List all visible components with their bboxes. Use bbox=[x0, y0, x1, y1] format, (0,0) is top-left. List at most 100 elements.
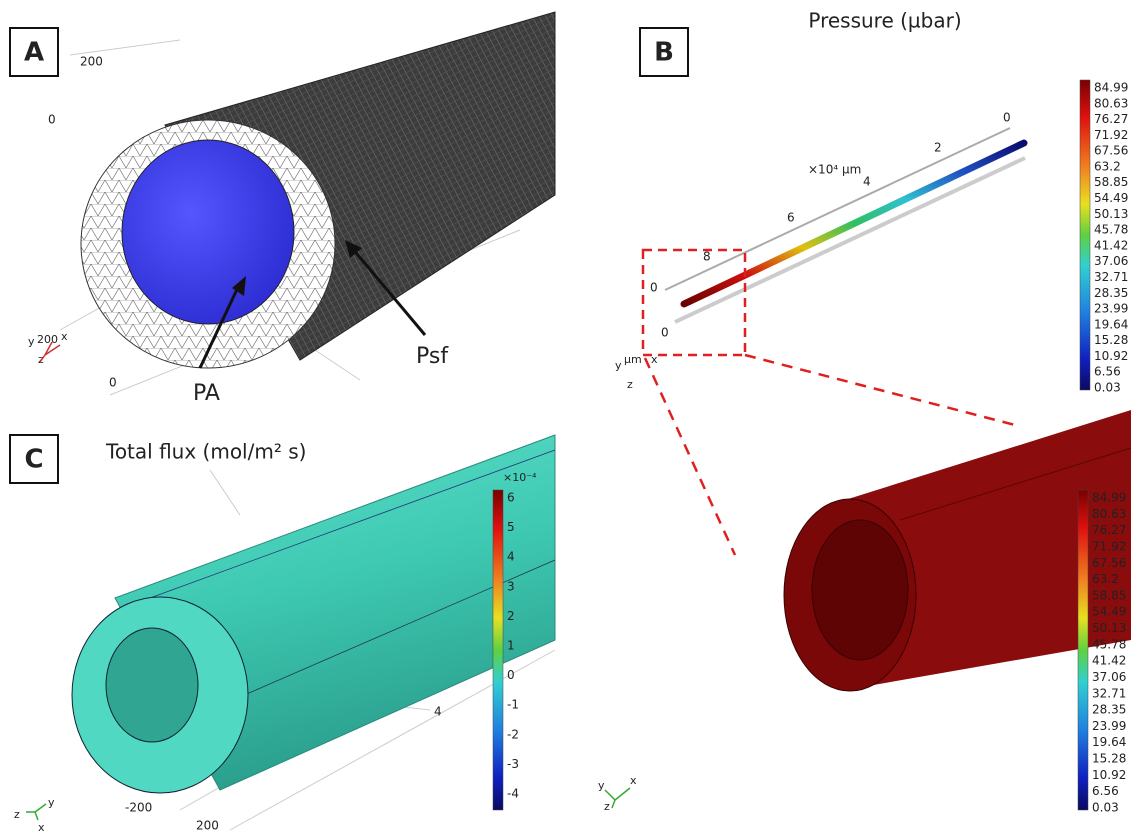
colorbar-label: -2 bbox=[507, 727, 519, 741]
zoom-line bbox=[645, 358, 735, 555]
colorbar-label: 4 bbox=[507, 550, 515, 564]
panel-a: A 200 0 0 PA Psf y 200 x z bbox=[10, 12, 555, 406]
panel-label: B bbox=[654, 38, 674, 68]
annotation: PA bbox=[193, 381, 220, 406]
colorbar-label: 54.49 bbox=[1092, 605, 1126, 619]
axis-label: 0 bbox=[48, 113, 56, 127]
colorbar-label: 23.99 bbox=[1092, 719, 1126, 733]
colorbar-label: -3 bbox=[507, 757, 519, 771]
panel-label: C bbox=[24, 445, 43, 475]
colorbar-label: 15.28 bbox=[1092, 752, 1126, 766]
grid-line bbox=[70, 40, 180, 55]
colorbar-label: 58.85 bbox=[1092, 588, 1126, 602]
colorbar bbox=[1078, 490, 1088, 810]
colorbar-label: 6.56 bbox=[1092, 784, 1119, 798]
triad-label: x bbox=[630, 774, 637, 787]
triad-label: z bbox=[14, 808, 20, 821]
colorbar-label: 63.2 bbox=[1094, 159, 1121, 173]
colorbar-label: 37.06 bbox=[1092, 670, 1126, 684]
colorbar-label: 10.92 bbox=[1092, 768, 1126, 782]
colorbar-label: 63.2 bbox=[1092, 572, 1119, 586]
axis-label: 4 bbox=[863, 175, 871, 189]
colorbar-label: 2 bbox=[507, 609, 515, 623]
colorbar-label: 15.28 bbox=[1094, 333, 1128, 347]
axis-line bbox=[675, 158, 1025, 322]
colorbar-label: 3 bbox=[507, 579, 515, 593]
colorbar-label: 37.06 bbox=[1094, 254, 1128, 268]
colorbar-label: 1 bbox=[507, 639, 515, 653]
colorbar-label: -4 bbox=[507, 787, 519, 801]
panel-label: A bbox=[24, 38, 44, 68]
triad-label: z bbox=[627, 378, 633, 391]
axis-label: 6 bbox=[787, 211, 795, 225]
zoom-line bbox=[745, 355, 1015, 425]
annotation: Psf bbox=[416, 344, 449, 369]
axis-label: 8 bbox=[703, 250, 711, 264]
colorbar-label: 28.35 bbox=[1094, 286, 1128, 300]
axis-label: 0 bbox=[1003, 111, 1011, 125]
colorbar-label: 45.78 bbox=[1094, 223, 1128, 237]
colorbar-label: 41.42 bbox=[1092, 654, 1126, 668]
axis-label: -200 bbox=[125, 801, 152, 815]
triad-label: y bbox=[48, 796, 55, 809]
fiber-bore bbox=[106, 628, 198, 742]
colorbar-label: 58.85 bbox=[1094, 175, 1128, 189]
triad-label: y bbox=[28, 335, 35, 348]
colorbar-label: 6.56 bbox=[1094, 365, 1121, 379]
colorbar-label: 23.99 bbox=[1094, 302, 1128, 316]
colorbar-label: 6 bbox=[507, 491, 515, 505]
panel-b: B Pressure (µbar) 0 2 4 6 8 0 0 ×10⁴ μm … bbox=[598, 9, 1131, 815]
panel-title: Total flux (mol/m² s) bbox=[105, 440, 306, 464]
axis-label: 4 bbox=[434, 705, 442, 719]
colorbar-label: 71.92 bbox=[1094, 128, 1128, 142]
colorbar-label: 71.92 bbox=[1092, 539, 1126, 553]
axis-label: 200 bbox=[196, 819, 219, 833]
triad-label: z bbox=[604, 800, 610, 813]
colorbar bbox=[493, 490, 503, 810]
triad-label: 200 bbox=[37, 333, 58, 346]
axis-label: 0 bbox=[109, 376, 117, 390]
colorbar-label: 5 bbox=[507, 520, 515, 534]
colorbar-label: 19.64 bbox=[1092, 735, 1126, 749]
colorbar-label: 28.35 bbox=[1092, 703, 1126, 717]
triad-label: y bbox=[598, 779, 605, 792]
grid-line bbox=[210, 470, 240, 515]
axis-label: 0 bbox=[661, 326, 669, 340]
panel-title: Pressure (µbar) bbox=[808, 9, 961, 33]
colorbar-label: 80.63 bbox=[1092, 507, 1126, 521]
colorbar-label: 67.56 bbox=[1094, 144, 1128, 158]
axis-line bbox=[665, 128, 1010, 290]
colorbar-label: 50.13 bbox=[1094, 207, 1128, 221]
colorbar-label: 76.27 bbox=[1092, 523, 1126, 537]
page: A 200 0 0 PA Psf y 200 x z B Pressure (µ… bbox=[0, 0, 1131, 834]
colorbar-label: 19.64 bbox=[1094, 317, 1128, 331]
colorbar-label: 80.63 bbox=[1094, 96, 1128, 110]
triad-label: x bbox=[38, 821, 45, 834]
colorbar-labels: 84.9980.6376.2771.9267.5663.258.8554.495… bbox=[1092, 491, 1126, 815]
colorbar-label: 84.99 bbox=[1094, 81, 1128, 95]
colorbar-label: 84.99 bbox=[1092, 491, 1126, 505]
colorbar-label: 45.78 bbox=[1092, 637, 1126, 651]
colorbar-label: 54.49 bbox=[1094, 191, 1128, 205]
triad-label: x bbox=[651, 353, 658, 366]
colorbar-label: 32.71 bbox=[1094, 270, 1128, 284]
colorbar-label: 0 bbox=[507, 668, 515, 682]
colorbar-label: 76.27 bbox=[1094, 112, 1128, 126]
inset-bore bbox=[812, 520, 908, 660]
axis-label: 2 bbox=[934, 141, 942, 155]
figure: A 200 0 0 PA Psf y 200 x z B Pressure (µ… bbox=[0, 0, 1131, 834]
triad-label: x bbox=[61, 330, 68, 343]
pa-layer bbox=[122, 140, 294, 324]
colorbar-label: 67.56 bbox=[1092, 556, 1126, 570]
colorbar-unit: ×10⁻⁴ bbox=[503, 471, 537, 484]
triad-label: μm bbox=[624, 353, 642, 366]
colorbar-label: 32.71 bbox=[1092, 686, 1126, 700]
axis-label: 0 bbox=[650, 281, 658, 295]
triad-label: y bbox=[615, 359, 622, 372]
colorbar-labels: 84.9980.63 76.27 71.92 67.5663.2 58.85 54.49 5… bbox=[1094, 81, 1128, 395]
colorbar bbox=[1080, 80, 1090, 390]
colorbar-label: 0.03 bbox=[1092, 801, 1119, 815]
colorbar-label: 0.03 bbox=[1094, 381, 1121, 395]
axis-label: 200 bbox=[80, 55, 103, 69]
colorbar-label: 10.92 bbox=[1094, 349, 1128, 363]
